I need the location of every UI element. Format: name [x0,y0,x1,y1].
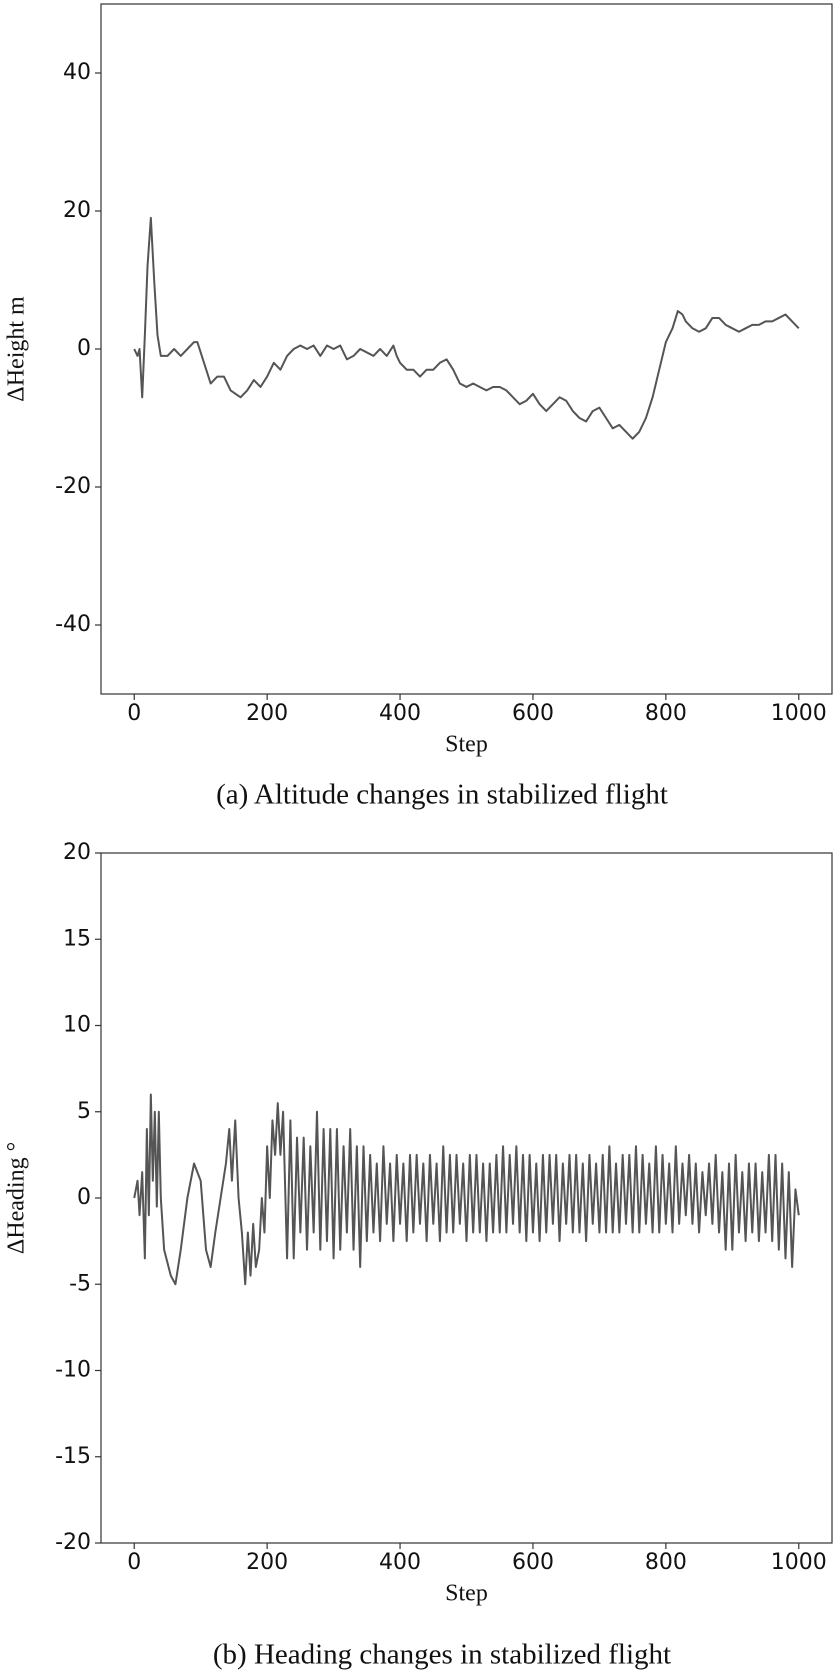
x-tick-label: 0 [127,1550,141,1575]
y-tick-label: 0 [77,336,91,361]
y-tick-label: -20 [55,1530,91,1555]
y-tick-label: 0 [77,1185,91,1210]
y-tick-label: -40 [55,612,91,637]
y-tick-label: -15 [55,1444,91,1469]
x-tick-label: 1000 [771,1550,827,1575]
y-tick-label: 20 [63,198,91,223]
y-tick-label: 5 [77,1099,91,1124]
x-tick-label: 600 [512,701,554,726]
y-tick-label: -20 [55,474,91,499]
y-tick-label: 20 [63,840,91,865]
caption: (b) Heading changes in stabilized flight [213,1639,671,1671]
x-tick-label: 800 [645,1550,687,1575]
y-tick-label: 10 [63,1013,91,1038]
y-tick-label: 40 [63,60,91,85]
y-axis-label: ΔHeight m [4,296,30,402]
caption: (a) Altitude changes in stabilized fligh… [216,779,668,811]
plot-frame [100,3,833,695]
x-tick-label: 1000 [771,701,827,726]
data-line [133,216,800,440]
y-tick-label: -10 [55,1358,91,1383]
x-axis-label: Step [445,1581,488,1607]
x-tick-label: 400 [379,701,421,726]
x-tick-label: 200 [246,1550,288,1575]
x-tick-label: 600 [512,1550,554,1575]
x-axis-label: Step [445,732,488,758]
data-line [133,1093,800,1286]
x-tick-label: 400 [379,1550,421,1575]
y-tick-label: 15 [63,926,91,951]
x-tick-label: 800 [645,701,687,726]
x-tick-label: 0 [127,701,141,726]
plot-frame [100,852,833,1544]
y-axis-label: ΔHeading ° [4,1142,30,1254]
x-tick-label: 200 [246,701,288,726]
y-tick-label: -5 [69,1271,91,1296]
